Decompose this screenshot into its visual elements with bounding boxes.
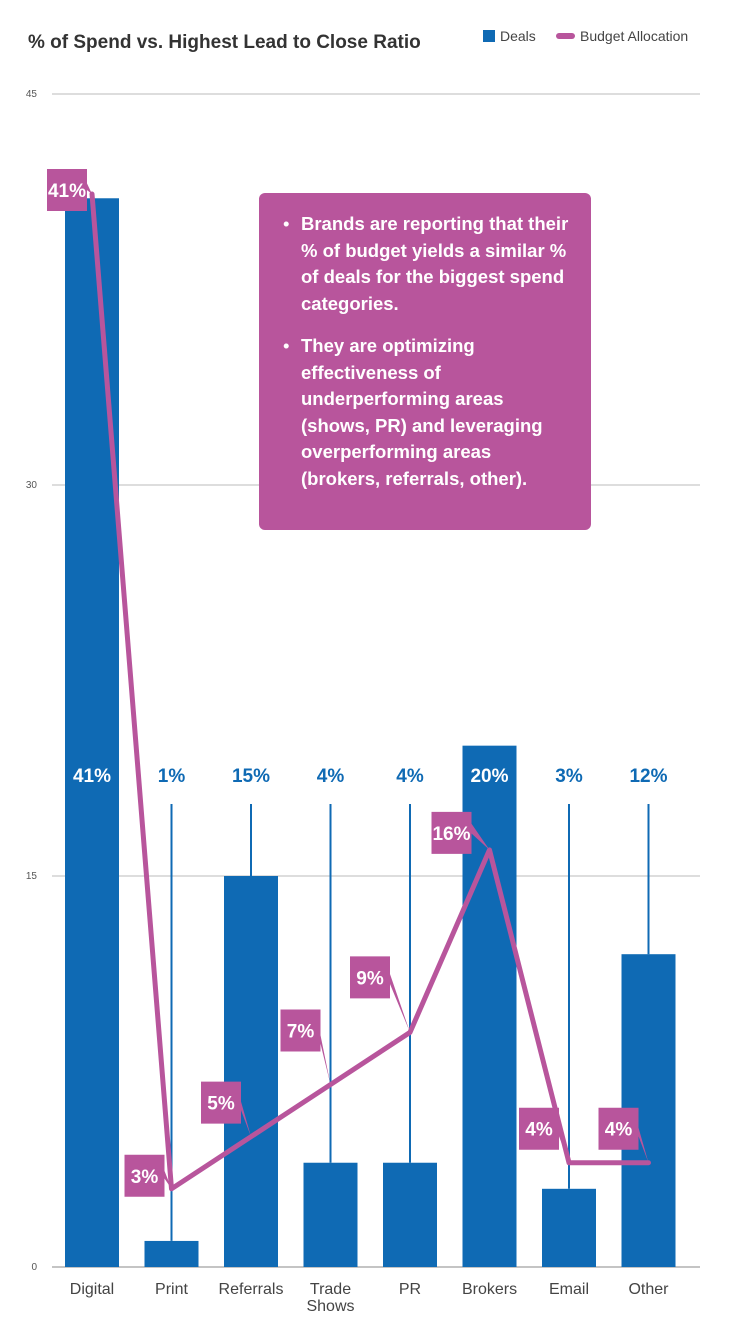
bar-data-labels: 41% 1% 15% 4% 4% 20% 3% 12%	[73, 766, 668, 787]
budget-label-box-4	[350, 956, 410, 1033]
budget-data-labels: 41% 3% 5% 7% 9% 16% 4% 4%	[47, 169, 649, 1197]
x-label-5: Brokers	[462, 1281, 517, 1298]
legend-swatch-deals	[483, 30, 495, 42]
budget-label-6: 4%	[519, 1107, 569, 1163]
callout-bullet-1: Brands are reporting that their % of bud…	[281, 211, 573, 317]
budget-label-box-7	[598, 1107, 649, 1163]
y-tick-label-0: 0	[31, 1262, 37, 1273]
budget-label-text-6: 4%	[525, 1120, 553, 1141]
bar-0	[65, 198, 119, 1268]
budget-label-box-0	[47, 169, 92, 211]
bar-1	[144, 1240, 199, 1267]
budget-label-2: 5%	[201, 1081, 251, 1137]
legend-swatch-budget	[556, 33, 575, 39]
bar-label-7: 12%	[629, 766, 667, 787]
bar-label-6: 3%	[555, 766, 583, 787]
y-axis-ticks: 0 15 30 45	[26, 89, 38, 1273]
budget-label-text-1: 3%	[131, 1167, 159, 1188]
chart-title: % of Spend vs. Highest Lead to Close Rat…	[28, 32, 421, 53]
x-label-6: Email	[549, 1281, 589, 1298]
legend-label-deals: Deals	[500, 28, 536, 44]
x-label-1: Print	[155, 1281, 188, 1298]
budget-label-text-5: 16%	[432, 824, 470, 845]
budget-label-box-1	[124, 1154, 172, 1197]
x-label-0: Digital	[70, 1281, 114, 1298]
insight-callout: Brands are reporting that their % of bud…	[259, 193, 591, 530]
callout-bullet-2: They are optimizing effectiveness of und…	[281, 333, 573, 492]
budget-label-3: 7%	[280, 1009, 331, 1085]
y-tick-label-3: 45	[26, 89, 38, 100]
legend-label-budget: Budget Allocation	[580, 28, 688, 44]
budget-label-box-6	[519, 1107, 569, 1163]
budget-label-text-4: 9%	[356, 968, 384, 989]
callout-list: Brands are reporting that their % of bud…	[281, 211, 573, 492]
bar-label-5: 20%	[470, 766, 508, 787]
bars	[65, 198, 676, 1268]
budget-label-text-2: 5%	[207, 1094, 235, 1115]
bar-label-0: 41%	[73, 766, 111, 787]
x-label-3-line-0: Trade	[310, 1281, 351, 1298]
bar-label-2: 15%	[232, 766, 270, 787]
budget-label-4: 9%	[350, 956, 410, 1033]
bar-4	[383, 1162, 437, 1267]
legend: Deals Budget Allocation	[483, 28, 688, 44]
bar-6	[542, 1188, 596, 1267]
x-label-4: PR	[399, 1281, 421, 1298]
budget-label-0: 41%	[47, 169, 92, 211]
budget-label-7: 4%	[598, 1107, 649, 1163]
budget-label-box-5	[431, 811, 490, 854]
bar-label-1: 1%	[158, 766, 186, 787]
x-label-3-line-1: Shows	[306, 1298, 354, 1315]
bar-3	[303, 1162, 358, 1267]
budget-label-box-3	[280, 1009, 331, 1085]
budget-label-box-2	[201, 1081, 251, 1137]
budget-label-1: 3%	[124, 1154, 172, 1197]
bar-label-3: 4%	[317, 766, 345, 787]
budget-label-text-0: 41%	[48, 181, 86, 202]
x-label-2: Referrals	[219, 1281, 284, 1298]
bar-label-4: 4%	[396, 766, 424, 787]
x-label-7: Other	[628, 1281, 669, 1298]
budget-label-text-7: 4%	[605, 1120, 633, 1141]
budget-label-text-3: 7%	[287, 1022, 315, 1043]
bar-2	[224, 876, 278, 1267]
budget-label-5: 16%	[431, 811, 490, 854]
y-tick-label-2: 30	[26, 480, 38, 491]
y-tick-label-1: 15	[26, 871, 38, 882]
